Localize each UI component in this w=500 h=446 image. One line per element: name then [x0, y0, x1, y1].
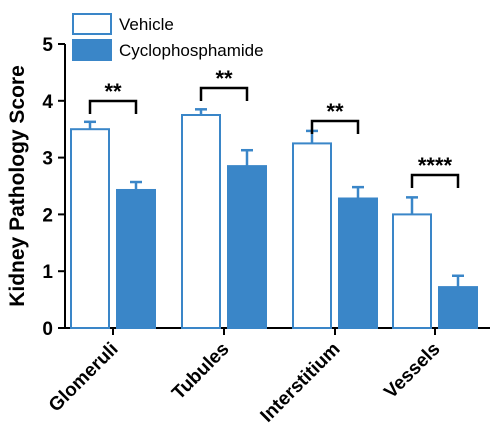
bar-vehicle	[181, 114, 221, 329]
x-tick-label: Glomeruli	[45, 339, 123, 417]
significance-bracket	[410, 173, 460, 188]
bars	[70, 108, 478, 330]
legend-swatch-cyclophosphamide	[72, 39, 112, 61]
y-tick-label: 3	[42, 149, 53, 170]
bar-cyclophosphamide	[116, 188, 156, 329]
legend-label-cyclophosphamide: Cyclophosphamide	[119, 41, 264, 60]
x-tick-label: Tubules	[168, 339, 233, 404]
bar-cyclophosphamide	[438, 286, 478, 330]
y-tick-label: 0	[42, 319, 53, 340]
y-tick-label: 5	[42, 35, 53, 56]
legend-label-vehicle: Vehicle	[119, 15, 174, 34]
significance-label: ****	[418, 153, 453, 178]
bar-vehicle	[392, 213, 432, 329]
bar-vehicle	[70, 128, 110, 329]
x-tick-label: Interstitium	[257, 339, 345, 427]
bar-vehicle	[292, 142, 332, 329]
significance-label: **	[326, 99, 344, 124]
significance-label: **	[215, 66, 233, 91]
significance-label: **	[104, 79, 122, 104]
significance-bracket	[88, 99, 138, 114]
significance-brackets: **********	[88, 66, 460, 188]
y-tick-label: 1	[42, 262, 53, 283]
significance-bracket	[199, 86, 249, 101]
y-axis-label: Kidney Pathology Score	[6, 65, 29, 307]
legend: Vehicle Cyclophosphamide	[72, 13, 264, 61]
y-tick-label: 2	[42, 205, 53, 226]
significance-bracket	[310, 119, 360, 134]
legend-swatch-vehicle	[72, 13, 112, 35]
y-tick-label: 4	[42, 92, 53, 113]
x-tick-label: Vessels	[380, 339, 444, 403]
bar-cyclophosphamide	[338, 197, 378, 329]
bar-cyclophosphamide	[227, 165, 267, 329]
